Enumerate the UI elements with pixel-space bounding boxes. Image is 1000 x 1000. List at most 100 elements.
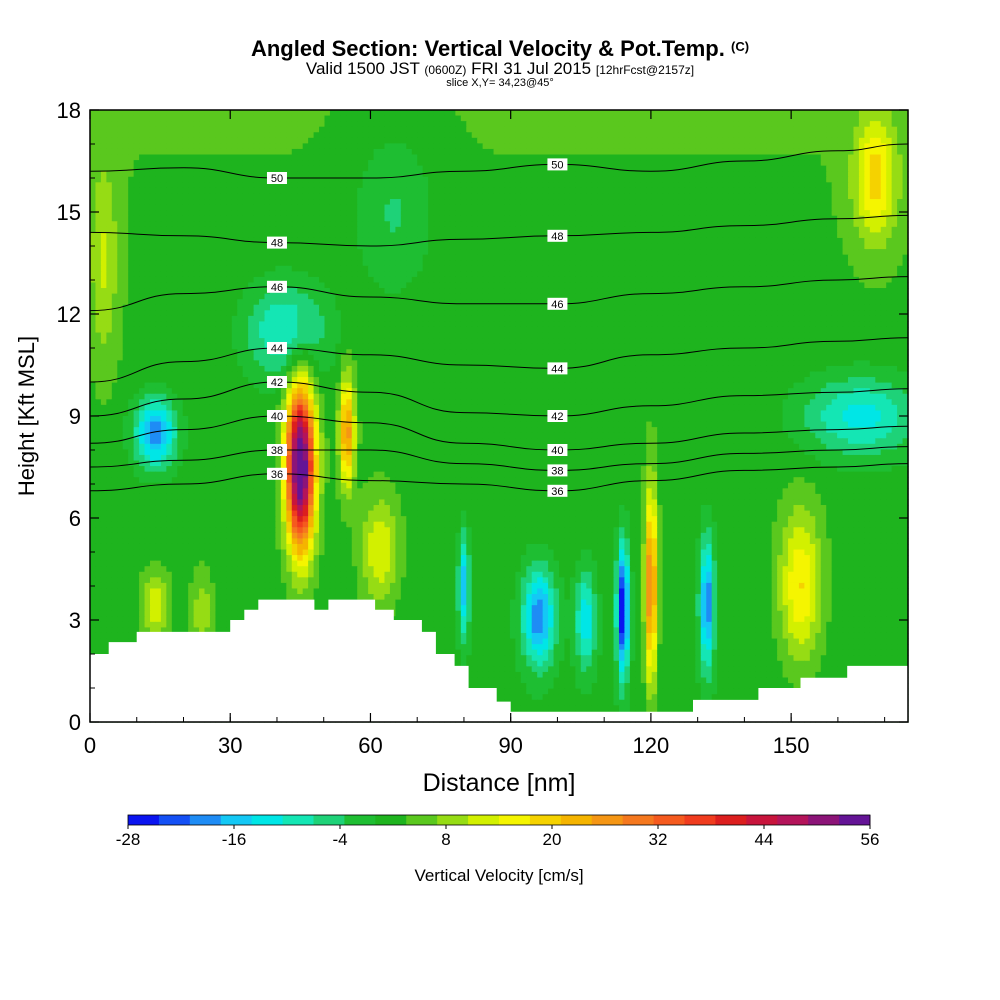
velocity-cell: [728, 215, 735, 222]
velocity-cell: [128, 260, 135, 267]
velocity-cell: [837, 265, 844, 272]
velocity-cell: [548, 260, 555, 267]
velocity-cell: [869, 115, 876, 122]
velocity-cell: [717, 160, 724, 167]
velocity-cell: [717, 115, 724, 122]
velocity-cell: [280, 154, 287, 161]
velocity-cell: [357, 160, 364, 167]
velocity-cell: [848, 193, 855, 200]
velocity-cell: [717, 182, 724, 189]
velocity-cell: [209, 215, 217, 222]
velocity-cell: [193, 249, 200, 256]
velocity-cell: [531, 249, 538, 256]
velocity-cell: [231, 165, 238, 172]
velocity-cell: [264, 215, 271, 222]
velocity-cell: [340, 199, 347, 206]
velocity-cell: [902, 276, 909, 284]
velocity-cell: [728, 165, 735, 172]
velocity-cell: [580, 226, 587, 233]
velocity-cell: [646, 137, 653, 144]
velocity-cell: [433, 282, 440, 289]
velocity-cell: [548, 249, 555, 256]
velocity-cell: [869, 260, 876, 267]
velocity-cell: [264, 154, 271, 161]
velocity-cell: [684, 215, 691, 222]
velocity-cell: [493, 165, 500, 172]
velocity-cell: [706, 126, 713, 133]
velocity-cell: [569, 276, 576, 284]
velocity-cell: [471, 115, 478, 122]
velocity-cell: [477, 265, 484, 272]
velocity-cell: [439, 115, 446, 122]
velocity-cell: [291, 165, 298, 172]
velocity-cell: [324, 237, 331, 245]
velocity-cell: [237, 215, 244, 222]
velocity-cell: [319, 115, 326, 122]
velocity-cell: [706, 110, 713, 117]
velocity-cell: [755, 182, 762, 189]
velocity-cell: [662, 137, 669, 144]
velocity-cell: [662, 204, 669, 211]
velocity-cell: [433, 254, 440, 261]
velocity-cell: [444, 254, 451, 261]
velocity-cell: [160, 110, 167, 117]
velocity-cell: [880, 132, 887, 139]
velocity-cell: [444, 121, 451, 128]
velocity-cell: [193, 293, 200, 300]
velocity-cell: [618, 260, 626, 267]
velocity-cell: [482, 282, 489, 289]
velocity-cell: [449, 154, 456, 161]
velocity-cell: [444, 126, 451, 133]
velocity-cell: [160, 160, 167, 167]
velocity-cell: [842, 199, 849, 206]
velocity-cell: [826, 288, 833, 295]
velocity-cell: [897, 282, 904, 289]
velocity-cell: [220, 182, 227, 189]
velocity-cell: [618, 121, 626, 128]
velocity-cell: [575, 165, 582, 172]
velocity-cell: [575, 215, 582, 222]
velocity-cell: [351, 182, 358, 189]
velocity-cell: [733, 237, 740, 245]
velocity-cell: [586, 115, 593, 122]
velocity-cell: [488, 199, 495, 206]
velocity-cell: [777, 160, 784, 167]
velocity-cell: [215, 171, 222, 178]
velocity-cell: [886, 148, 893, 156]
velocity-cell: [738, 232, 745, 239]
velocity-cell: [509, 226, 516, 233]
velocity-cell: [793, 137, 800, 144]
velocity-cell: [684, 110, 691, 117]
velocity-cell: [564, 165, 571, 172]
velocity-cell: [248, 121, 255, 128]
velocity-cell: [106, 148, 113, 156]
velocity-cell: [569, 126, 576, 133]
velocity-cell: [831, 171, 838, 178]
velocity-cell: [804, 243, 811, 250]
velocity-cell: [231, 121, 238, 128]
velocity-cell: [340, 243, 347, 250]
velocity-cell: [880, 204, 887, 211]
velocity-cell: [144, 210, 151, 217]
velocity-cell: [580, 276, 587, 284]
velocity-cell: [433, 271, 440, 278]
velocity-cell: [618, 232, 626, 239]
velocity-cell: [700, 121, 707, 128]
velocity-cell: [155, 226, 162, 233]
velocity-cell: [182, 115, 189, 122]
velocity-cell: [411, 171, 418, 178]
velocity-cell: [373, 121, 380, 128]
velocity-cell: [602, 165, 609, 172]
velocity-cell: [433, 176, 440, 183]
velocity-cell: [886, 115, 893, 122]
velocity-cell: [657, 282, 664, 289]
velocity-cell: [755, 232, 762, 239]
velocity-cell: [389, 210, 396, 217]
velocity-cell: [858, 132, 865, 139]
velocity-cell: [302, 148, 309, 156]
velocity-cell: [515, 232, 522, 239]
velocity-cell: [335, 193, 342, 200]
velocity-cell: [646, 271, 653, 278]
velocity-cell: [717, 226, 724, 233]
velocity-cell: [782, 176, 789, 183]
